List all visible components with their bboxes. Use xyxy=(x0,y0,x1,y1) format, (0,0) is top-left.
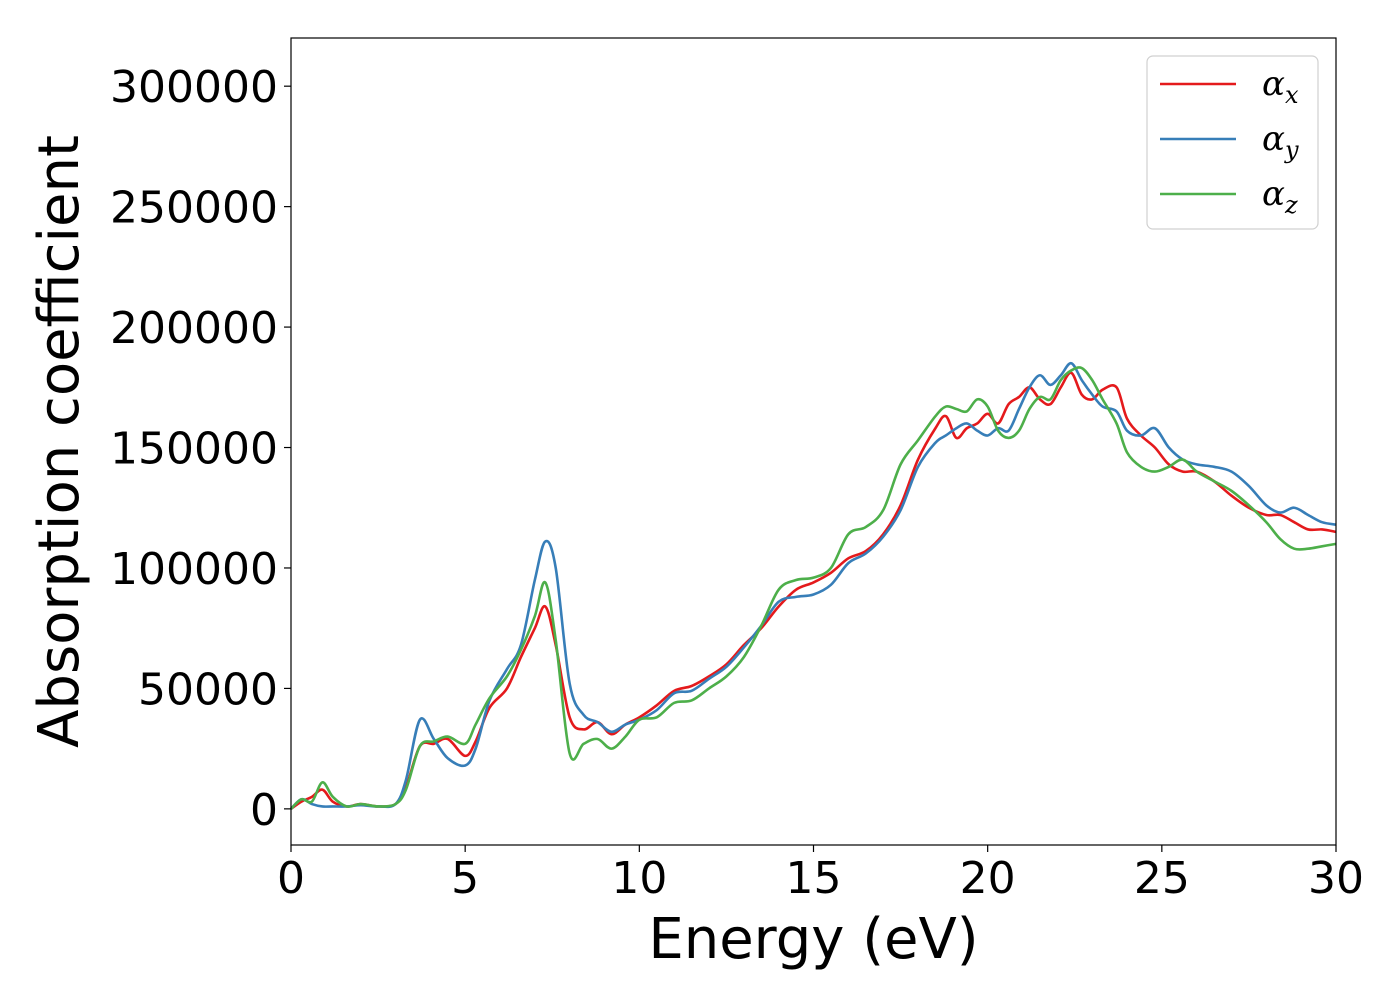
y-tick-label: 150000 xyxy=(110,424,278,475)
y-tick-label: 300000 xyxy=(110,62,278,113)
x-tick-label: 20 xyxy=(960,853,1016,904)
y-tick-label: 250000 xyxy=(110,183,278,234)
series-line-y xyxy=(290,361,1337,810)
legend-box xyxy=(1146,55,1319,230)
x-tick-label: 15 xyxy=(786,853,842,904)
x-tick-label: 30 xyxy=(1308,853,1364,904)
ticks-layer: 0 5 10 15 20 25 30 0 50000 100000 150000 200000 2500… xyxy=(110,62,1364,904)
y-tick-label: 200000 xyxy=(110,303,278,354)
legend-label-x: αx xyxy=(1262,64,1299,109)
x-axis-label: Energy (eV) xyxy=(648,907,978,972)
legend-label-y: αy xyxy=(1262,119,1299,164)
y-axis-label: Absorption coefficient xyxy=(27,135,92,748)
x-tick-label: 25 xyxy=(1134,853,1190,904)
series-line-x xyxy=(290,371,1337,810)
y-tick-label: 50000 xyxy=(138,664,278,715)
legend-label-z: αz xyxy=(1262,174,1298,219)
x-tick-label: 0 xyxy=(277,853,305,904)
plot-frame xyxy=(290,37,1337,846)
series-lines xyxy=(290,361,1337,810)
series-line-z xyxy=(290,366,1337,810)
x-tick-label: 5 xyxy=(451,853,479,904)
x-tick-label: 10 xyxy=(611,853,667,904)
legend: αx αy αz xyxy=(1146,55,1319,230)
y-tick-label: 100000 xyxy=(110,544,278,595)
y-tick-label: 0 xyxy=(250,785,278,836)
